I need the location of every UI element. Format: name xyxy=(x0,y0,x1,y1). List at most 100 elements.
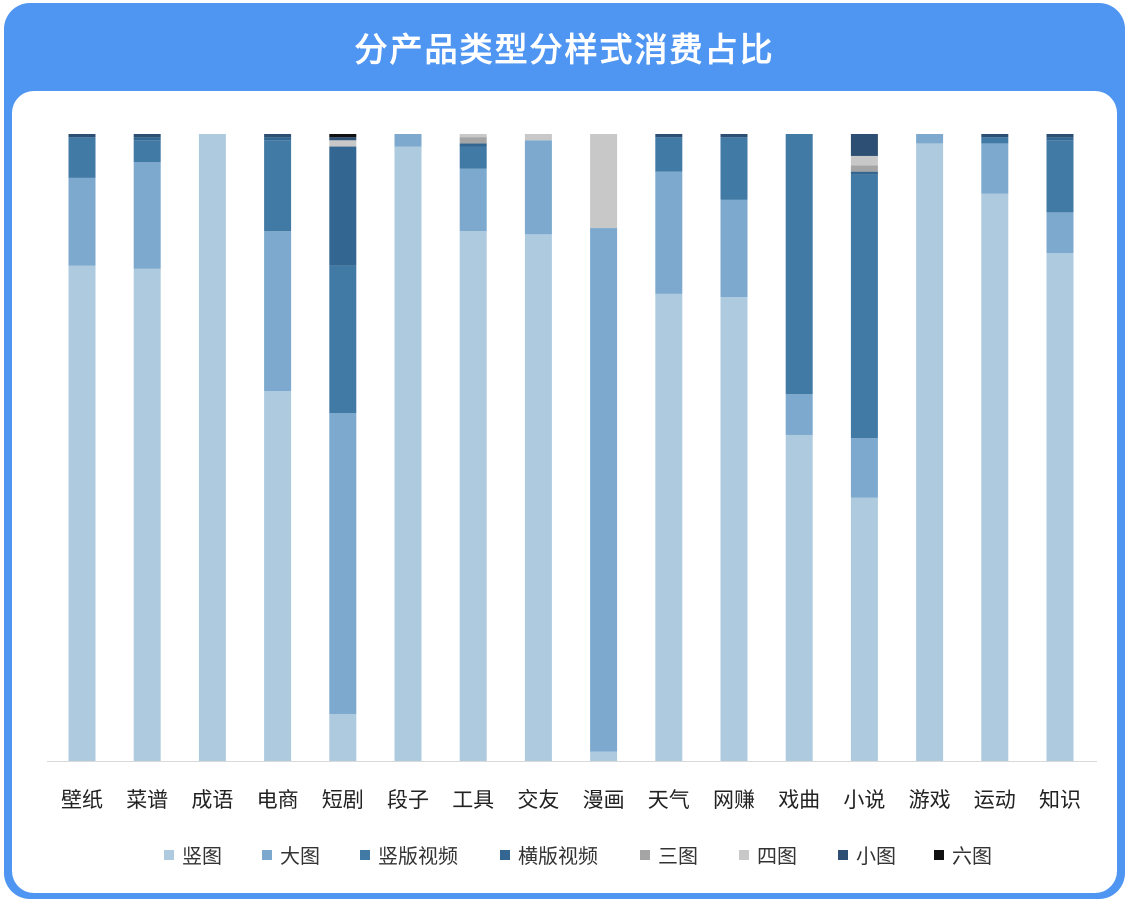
legend-label: 六图 xyxy=(952,844,992,868)
bar-segment-工具-竖版视频 xyxy=(459,146,487,169)
bar-segment-游戏-竖图 xyxy=(916,143,944,761)
bar-segment-漫画-竖图 xyxy=(590,751,618,761)
bar-segment-知识-竖图 xyxy=(1046,253,1074,761)
bar-segment-菜谱-大图 xyxy=(133,162,161,269)
legend-swatch xyxy=(739,850,749,860)
x-tick-label: 运动 xyxy=(974,788,1016,812)
bar-segment-工具-四图 xyxy=(459,134,487,138)
x-tick-label: 菜谱 xyxy=(126,788,168,812)
bar-segment-游戏-大图 xyxy=(916,134,944,144)
bar-segment-网赚-大图 xyxy=(720,199,748,298)
bar-segment-短剧-竖图 xyxy=(329,713,357,761)
bar-segment-运动-大图 xyxy=(981,143,1009,194)
bar-segment-工具-大图 xyxy=(459,168,487,232)
bar-segment-壁纸-竖图 xyxy=(68,265,96,761)
bar-segment-壁纸-竖版视频 xyxy=(68,137,96,178)
bar-segment-运动-小图 xyxy=(981,134,1009,138)
bar-segment-戏曲-大图 xyxy=(785,394,813,435)
chart-title: 分产品类型分样式消费占比 xyxy=(354,30,775,69)
legend-label: 竖版视频 xyxy=(378,844,458,868)
bar-segment-天气-竖图 xyxy=(655,293,683,761)
bar-segment-天气-大图 xyxy=(655,171,683,294)
bar-segment-工具-横版视频 xyxy=(459,143,487,147)
bar-segment-电商-竖版视频 xyxy=(264,140,292,232)
bar-segment-知识-大图 xyxy=(1046,212,1074,254)
chart-panel: 壁纸 菜谱 成语 电商 短剧 段子 工具 交友 漫画 天气 网赚 戏曲 小说 游戏 运动 知识竖图 大图 竖版视频… xyxy=(12,91,1117,893)
x-tick-label: 戏曲 xyxy=(778,788,820,812)
bar-segment-漫画-大图 xyxy=(590,228,618,752)
legend-swatch xyxy=(164,850,174,860)
bar-segment-天气-小图 xyxy=(655,134,683,138)
bar-segment-菜谱-小图 xyxy=(133,134,161,138)
x-tick-label: 成语 xyxy=(191,788,233,812)
legend-swatch xyxy=(360,850,370,860)
legend-label: 小图 xyxy=(856,844,896,868)
legend-label: 大图 xyxy=(280,844,320,868)
bar-segment-电商-横版视频 xyxy=(264,137,292,141)
bar-segment-工具-竖图 xyxy=(459,231,487,761)
x-tick-label: 网赚 xyxy=(713,788,755,812)
bar-segment-知识-竖版视频 xyxy=(1046,140,1074,213)
bar-segment-电商-大图 xyxy=(264,231,292,392)
bar-segment-段子-竖图 xyxy=(394,146,422,761)
bar-segment-小说-横版视频 xyxy=(850,171,878,175)
legend-swatch xyxy=(262,850,272,860)
bar-segment-交友-竖图 xyxy=(524,234,552,761)
bar-segment-小说-三图 xyxy=(850,165,878,172)
x-tick-label: 电商 xyxy=(257,788,299,812)
chart-card: 分产品类型分样式消费占比 壁纸 菜谱 成语 电商 短剧 段子 工具 交友 漫画 天气 网赚 戏曲 小说游… xyxy=(4,3,1125,899)
bar-segment-运动-竖图 xyxy=(981,193,1009,761)
bar-segment-菜谱-横版视频 xyxy=(133,137,161,141)
bar-segment-段子-大图 xyxy=(394,134,422,147)
legend-swatch xyxy=(934,850,944,860)
bar-segment-戏曲-竖图 xyxy=(785,434,813,761)
bar-segment-小说-四图 xyxy=(850,155,878,166)
bar-segment-壁纸-大图 xyxy=(68,177,96,266)
bar-segment-小说-大图 xyxy=(850,438,878,498)
bar-segment-漫画-四图 xyxy=(590,134,618,229)
x-tick-label: 工具 xyxy=(452,788,494,812)
legend-label: 横版视频 xyxy=(518,844,598,868)
x-tick-label: 段子 xyxy=(387,788,429,812)
legend-swatch xyxy=(640,850,650,860)
bar-segment-短剧-四图 xyxy=(329,140,357,147)
x-tick-label: 漫画 xyxy=(583,788,625,812)
x-tick-label: 游戏 xyxy=(909,788,951,812)
bar-segment-知识-小图 xyxy=(1046,134,1074,138)
bar-segment-短剧-六图 xyxy=(329,134,357,138)
bar-segment-天气-竖版视频 xyxy=(655,137,683,172)
x-tick-label: 知识 xyxy=(1039,788,1081,812)
bar-segment-成语-竖图 xyxy=(198,134,226,761)
bar-segment-电商-小图 xyxy=(264,134,292,138)
bar-segment-菜谱-竖版视频 xyxy=(133,140,161,163)
bar-segment-网赚-竖图 xyxy=(720,297,748,761)
x-tick-label: 短剧 xyxy=(322,788,364,812)
bar-segment-工具-三图 xyxy=(459,137,487,144)
legend-swatch xyxy=(500,850,510,860)
bar-segment-短剧-小图 xyxy=(329,137,357,141)
bar-segment-网赚-小图 xyxy=(720,134,748,138)
bar-segment-短剧-横版视频 xyxy=(329,146,357,266)
bar-segment-小说-竖图 xyxy=(850,497,878,761)
x-tick-label: 天气 xyxy=(648,788,690,812)
bar-segment-电商-竖图 xyxy=(264,391,292,761)
bar-segment-交友-四图 xyxy=(524,134,552,141)
legend-label: 三图 xyxy=(658,844,698,868)
x-tick-label: 壁纸 xyxy=(61,788,103,812)
bar-segment-壁纸-小图 xyxy=(68,134,96,138)
bar-segment-短剧-竖版视频 xyxy=(329,265,357,414)
x-tick-label: 交友 xyxy=(517,788,559,812)
bar-segment-小说-竖版视频 xyxy=(850,174,878,439)
bar-segment-短剧-大图 xyxy=(329,413,357,714)
bar-segment-菜谱-竖图 xyxy=(133,268,161,761)
bar-segment-小说-小图 xyxy=(850,134,878,156)
legend-label: 四图 xyxy=(757,844,797,868)
bar-segment-交友-大图 xyxy=(524,140,552,235)
bar-segment-知识-横版视频 xyxy=(1046,137,1074,141)
bar-segment-运动-竖版视频 xyxy=(981,137,1009,144)
x-tick-label: 小说 xyxy=(843,788,885,812)
bar-segment-戏曲-竖版视频 xyxy=(785,134,813,395)
bar-segment-网赚-竖版视频 xyxy=(720,137,748,200)
legend-label: 竖图 xyxy=(182,844,222,868)
